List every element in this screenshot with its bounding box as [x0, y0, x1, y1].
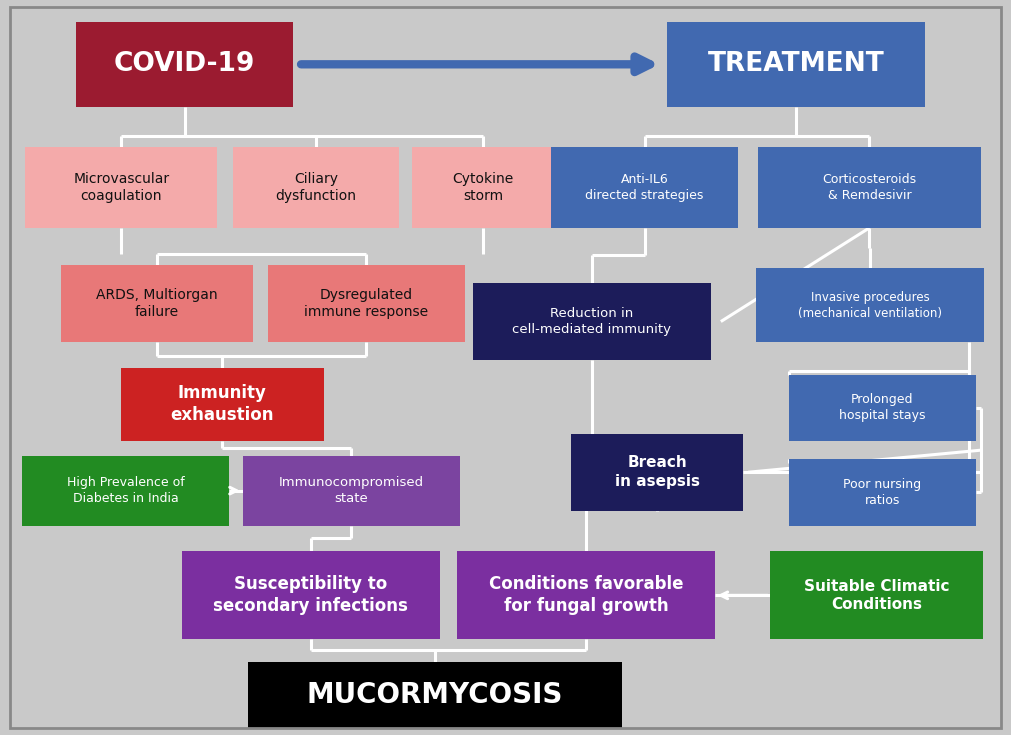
FancyBboxPatch shape [457, 551, 715, 639]
FancyBboxPatch shape [182, 551, 440, 639]
FancyBboxPatch shape [789, 459, 976, 526]
Text: Corticosteroids
& Remdesivir: Corticosteroids & Remdesivir [822, 173, 917, 202]
Text: COVID-19: COVID-19 [114, 51, 255, 77]
Text: Cytokine
storm: Cytokine storm [453, 172, 514, 203]
FancyBboxPatch shape [243, 456, 460, 526]
FancyBboxPatch shape [268, 265, 465, 342]
FancyBboxPatch shape [551, 147, 738, 228]
Text: Immunity
exhaustion: Immunity exhaustion [171, 384, 274, 424]
Text: High Prevalence of
Diabetes in India: High Prevalence of Diabetes in India [67, 476, 185, 505]
Text: Microvascular
coagulation: Microvascular coagulation [73, 172, 170, 203]
Text: Conditions favorable
for fungal growth: Conditions favorable for fungal growth [488, 576, 683, 615]
Text: Poor nursing
ratios: Poor nursing ratios [843, 478, 921, 507]
Text: Ciliary
dysfunction: Ciliary dysfunction [275, 172, 357, 203]
Text: Dysregulated
immune response: Dysregulated immune response [304, 287, 429, 319]
FancyBboxPatch shape [121, 368, 324, 441]
Text: Suitable Climatic
Conditions: Suitable Climatic Conditions [804, 578, 949, 612]
Text: MUCORMYCOSIS: MUCORMYCOSIS [306, 681, 563, 709]
FancyBboxPatch shape [571, 434, 743, 511]
Text: Breach
in asepsis: Breach in asepsis [615, 456, 700, 489]
FancyBboxPatch shape [758, 147, 981, 228]
FancyBboxPatch shape [233, 147, 399, 228]
FancyBboxPatch shape [789, 375, 976, 441]
FancyBboxPatch shape [770, 551, 983, 639]
Text: TREATMENT: TREATMENT [708, 51, 885, 77]
Text: Reduction in
cell-mediated immunity: Reduction in cell-mediated immunity [513, 307, 671, 336]
FancyBboxPatch shape [76, 22, 293, 107]
FancyBboxPatch shape [412, 147, 554, 228]
Text: Prolonged
hospital stays: Prolonged hospital stays [839, 393, 925, 423]
Text: Susceptibility to
secondary infections: Susceptibility to secondary infections [213, 576, 408, 615]
FancyBboxPatch shape [61, 265, 253, 342]
Text: Immunocompromised
state: Immunocompromised state [279, 476, 424, 505]
FancyBboxPatch shape [22, 456, 229, 526]
FancyBboxPatch shape [25, 147, 217, 228]
Text: Invasive procedures
(mechanical ventilation): Invasive procedures (mechanical ventilat… [798, 290, 942, 320]
FancyBboxPatch shape [756, 268, 984, 342]
Text: Anti-IL6
directed strategies: Anti-IL6 directed strategies [585, 173, 704, 202]
FancyBboxPatch shape [248, 662, 622, 728]
FancyBboxPatch shape [473, 283, 711, 360]
FancyBboxPatch shape [667, 22, 925, 107]
Text: ARDS, Multiorgan
failure: ARDS, Multiorgan failure [96, 287, 217, 319]
